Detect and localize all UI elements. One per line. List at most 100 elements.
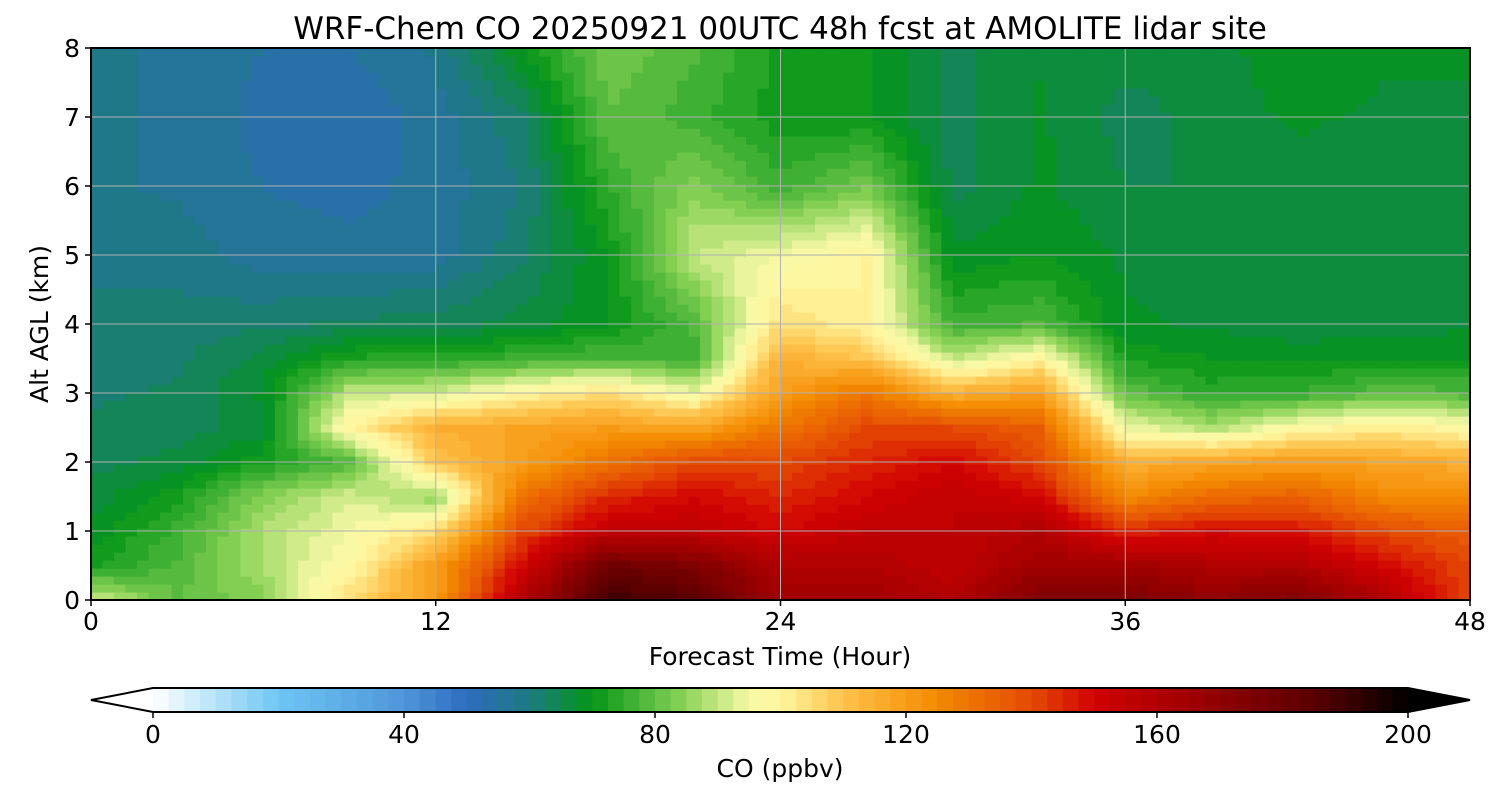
- contour-cell: [1079, 312, 1092, 321]
- contour-cell: [194, 448, 207, 457]
- contour-cell: [1343, 304, 1356, 313]
- contour-cell: [1125, 512, 1138, 521]
- contour-cell: [608, 296, 621, 305]
- contour-cell: [1205, 456, 1218, 465]
- contour-cell: [1217, 496, 1230, 505]
- contour-cell: [814, 384, 828, 393]
- contour-cell: [1240, 376, 1253, 385]
- contour-cell: [780, 528, 793, 537]
- contour-cell: [1090, 488, 1103, 497]
- contour-cell: [1401, 424, 1414, 433]
- contour-cell: [860, 568, 874, 577]
- contour-cell: [205, 448, 219, 457]
- contour-cell: [320, 296, 333, 305]
- contour-cell: [516, 560, 529, 569]
- contour-cell: [734, 512, 747, 521]
- contour-cell: [975, 440, 988, 449]
- contour-cell: [148, 296, 161, 305]
- contour-cell: [1067, 400, 1080, 409]
- contour-cell: [182, 472, 196, 481]
- contour-cell: [343, 400, 356, 409]
- contour-cell: [872, 552, 885, 561]
- contour-cell: [987, 464, 1000, 473]
- contour-cell: [217, 400, 230, 409]
- contour-cell: [780, 400, 793, 409]
- contour-cell: [378, 344, 391, 353]
- contour-cell: [998, 392, 1011, 401]
- contour-cell: [240, 376, 253, 385]
- contour-cell: [389, 448, 402, 457]
- contour-cell: [125, 424, 138, 433]
- contour-cell: [343, 416, 356, 425]
- contour-cell: [1320, 448, 1333, 457]
- contour-cell: [194, 424, 207, 433]
- contour-cell: [642, 424, 655, 433]
- contour-cell: [182, 568, 196, 577]
- contour-cell: [1332, 512, 1345, 521]
- contour-cell: [470, 392, 483, 401]
- contour-cell: [1378, 512, 1391, 521]
- contour-cell: [1309, 384, 1322, 393]
- contour-cell: [1424, 344, 1437, 353]
- contour-cell: [355, 552, 368, 561]
- contour-cell: [780, 416, 793, 425]
- contour-cell: [240, 584, 253, 593]
- contour-cell: [1297, 376, 1310, 385]
- contour-cell: [412, 504, 425, 513]
- contour-cell: [1010, 480, 1023, 489]
- contour-cell: [791, 352, 805, 361]
- contour-cell: [631, 464, 644, 473]
- contour-cell: [539, 432, 552, 441]
- contour-cell: [1424, 304, 1437, 313]
- contour-cell: [1228, 584, 1241, 593]
- contour-cell: [883, 392, 897, 401]
- contour-cell: [654, 456, 667, 465]
- contour-cell: [1090, 520, 1103, 529]
- contour-cell: [769, 472, 782, 481]
- contour-cell: [711, 376, 724, 385]
- contour-cell: [1240, 408, 1253, 417]
- contour-cell: [136, 584, 150, 593]
- contour-cell: [343, 368, 356, 377]
- contour-cell: [125, 576, 138, 585]
- contour-cell: [688, 528, 701, 537]
- contour-cell: [872, 280, 885, 289]
- contour-cell: [504, 416, 517, 425]
- contour-cell: [550, 432, 563, 441]
- contour-cell: [746, 496, 759, 505]
- contour-cell: [136, 352, 150, 361]
- contour-cell: [642, 456, 655, 465]
- contour-cell: [217, 448, 230, 457]
- contour-cell: [527, 392, 540, 401]
- contour-cell: [286, 440, 299, 449]
- contour-cell: [734, 592, 747, 601]
- contour-cell: [366, 296, 379, 305]
- contour-cell: [918, 400, 931, 409]
- contour-cell: [998, 536, 1011, 545]
- contour-cell: [757, 304, 770, 313]
- contour-cell: [1309, 352, 1322, 361]
- contour-cell: [1401, 464, 1414, 473]
- contour-cell: [205, 496, 219, 505]
- contour-cell: [1113, 544, 1126, 553]
- contour-cell: [837, 288, 851, 297]
- contour-cell: [929, 288, 942, 297]
- contour-cell: [872, 344, 885, 353]
- contour-cell: [470, 584, 483, 593]
- contour-cell: [435, 568, 448, 577]
- contour-cell: [723, 280, 736, 289]
- contour-cell: [1102, 504, 1115, 513]
- contour-cell: [585, 592, 598, 601]
- contour-cell: [1240, 496, 1253, 505]
- contour-cell: [320, 360, 333, 369]
- contour-cell: [297, 512, 310, 521]
- contour-cell: [975, 536, 988, 545]
- contour-cell: [458, 536, 471, 545]
- contour-cell: [470, 472, 483, 481]
- contour-cell: [803, 288, 816, 297]
- contour-cell: [355, 392, 368, 401]
- contour-cell: [1412, 368, 1425, 377]
- contour-cell: [1113, 472, 1126, 481]
- contour-cell: [746, 464, 759, 473]
- contour-cell: [274, 536, 287, 545]
